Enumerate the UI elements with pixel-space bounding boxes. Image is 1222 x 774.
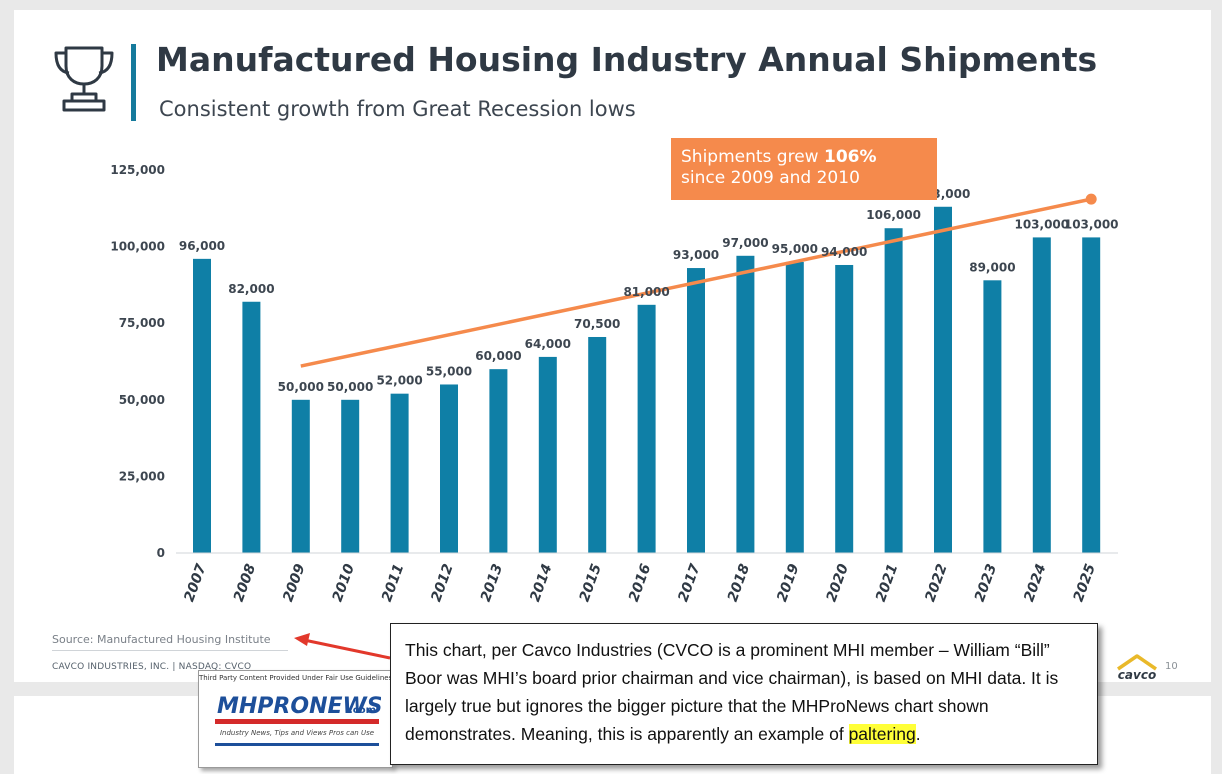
annotation-text: This chart, per Cavco Industries (CVCO i… — [405, 640, 1059, 744]
x-tick-label: 2007 — [181, 562, 209, 604]
paltering-highlight: paltering — [848, 724, 916, 744]
y-tick-label: 125,000 — [110, 163, 165, 177]
bar-2012 — [440, 384, 458, 553]
data-label-2012: 55,000 — [426, 364, 472, 378]
x-tick-label: 2017 — [675, 562, 703, 604]
callout-line2: since 2009 and 2010 — [681, 168, 860, 188]
page-title: Manufactured Housing Industry Annual Shi… — [156, 40, 1098, 79]
bar-2022 — [934, 206, 952, 553]
x-tick-label: 2020 — [824, 562, 852, 604]
x-tick-label: 2012 — [428, 562, 456, 604]
x-tick-label: 2008 — [231, 562, 259, 604]
data-label-2007: 96,000 — [179, 239, 225, 253]
source-divider — [52, 650, 288, 651]
data-label-2011: 52,000 — [376, 374, 422, 388]
callout-percent: 106% — [823, 147, 877, 167]
x-tick-label: 2014 — [527, 562, 555, 604]
red-arrow-icon — [294, 633, 391, 660]
x-tick-label: 2010 — [330, 562, 358, 604]
data-label-2021: 106,000 — [866, 208, 921, 222]
data-label-2008: 82,000 — [228, 282, 274, 296]
x-tick-label: 2013 — [478, 562, 506, 604]
growth-callout: Shipments grew 106% since 2009 and 2010 — [671, 138, 937, 200]
data-label-2025: 103,000 — [1064, 217, 1119, 231]
bar-2013 — [489, 369, 508, 553]
source-note: Source: Manufactured Housing Institute — [52, 633, 271, 646]
bar-2008 — [242, 301, 261, 553]
svg-text:cavco: cavco — [1118, 668, 1156, 682]
data-label-2015: 70,500 — [574, 317, 620, 331]
x-tick-label: 2022 — [922, 562, 950, 604]
bar-2017 — [687, 268, 705, 553]
page-subtitle: Consistent growth from Great Recession l… — [159, 97, 636, 121]
y-tick-label: 75,000 — [119, 316, 165, 330]
title-accent-bar — [131, 44, 136, 121]
slide — [14, 10, 1211, 682]
cavco-logo: cavco — [1117, 654, 1157, 682]
bar-2009 — [291, 399, 310, 553]
annotation-box: This chart, per Cavco Industries (CVCO i… — [390, 623, 1098, 765]
x-tick-label: 2009 — [280, 562, 308, 604]
svg-text:.com: .com — [349, 705, 376, 716]
trend-line — [300, 197, 1092, 368]
y-tick-label: 50,000 — [119, 393, 165, 407]
data-label-2020: 94,000 — [821, 245, 867, 259]
trend-end-dot — [1085, 193, 1097, 205]
data-label-2018: 97,000 — [722, 236, 768, 250]
bar-2020 — [835, 264, 854, 553]
mhpronews-inset: Third Party Content Provided Under Fair … — [198, 670, 395, 768]
y-axis-labels: 0 25,000 50,000 75,000 100,000 125,000 — [110, 163, 165, 560]
svg-text:MHPRONEWS: MHPRONEWS — [217, 694, 381, 719]
bar-2015 — [588, 336, 607, 553]
bar-2014 — [538, 356, 557, 553]
x-tick-label: 2019 — [774, 562, 802, 604]
page-number: 10 — [1165, 661, 1178, 672]
svg-text:Industry News, Tips and Views: Industry News, Tips and Views Pros can U… — [220, 729, 374, 737]
x-tick-label: 2023 — [972, 562, 1000, 604]
x-tick-label: 2018 — [725, 562, 753, 604]
bar-2021 — [884, 228, 903, 553]
y-tick-label: 25,000 — [119, 469, 165, 483]
company-footer: CAVCO INDUSTRIES, INC. | NASDAQ: CVCO — [52, 662, 252, 672]
bar-2019 — [785, 261, 804, 553]
data-label-2019: 95,000 — [772, 242, 818, 256]
bar-2023 — [983, 280, 1002, 553]
data-label-2023: 89,000 — [969, 260, 1015, 274]
data-label-2016: 81,000 — [623, 285, 669, 299]
bar-2018 — [736, 255, 755, 554]
bar-2011 — [390, 393, 409, 553]
data-label-2014: 64,000 — [525, 337, 571, 351]
bar-2025 — [1082, 237, 1101, 553]
data-label-2010: 50,000 — [327, 380, 373, 394]
bars — [193, 206, 1101, 554]
x-tick-label: 2024 — [1021, 562, 1049, 604]
x-tick-label: 2025 — [1071, 562, 1099, 604]
data-label-2024: 103,000 — [1014, 217, 1069, 231]
x-tick-label: 2015 — [577, 562, 605, 604]
bar-2007 — [193, 258, 211, 553]
y-tick-label: 100,000 — [110, 240, 165, 254]
mhpronews-logo: MHPRONEWS .com Industry News, Tips and V… — [215, 691, 381, 746]
trophy-icon — [54, 46, 114, 112]
x-tick-label: 2011 — [379, 562, 407, 604]
annotation-end: . — [915, 724, 921, 744]
data-label-2009: 50,000 — [278, 380, 324, 394]
x-axis-labels: 2007 2008 2009 2010 2011 2012 2013 2014 2015 2016… — [181, 562, 1099, 604]
data-label-2013: 60,000 — [475, 349, 521, 363]
data-label-2017: 93,000 — [673, 248, 719, 262]
bar-2024 — [1032, 237, 1051, 553]
fair-use-note: Third Party Content Provided Under Fair … — [199, 674, 395, 682]
trend-line-group — [300, 193, 1097, 368]
x-tick-label: 2016 — [626, 562, 654, 604]
bar-2016 — [637, 304, 656, 553]
bar-2010 — [341, 399, 360, 553]
y-tick-label: 0 — [157, 546, 165, 560]
x-tick-label: 2021 — [873, 562, 901, 604]
callout-prefix: Shipments grew — [681, 147, 824, 167]
